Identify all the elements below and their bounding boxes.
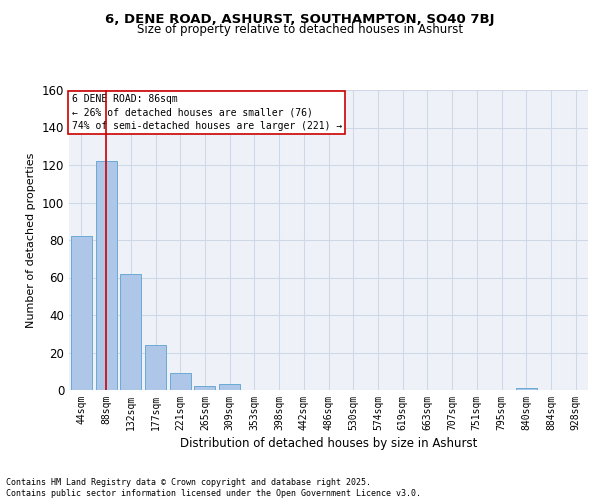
Bar (170, 373, 191, 390)
Bar (219, 384, 240, 390)
Y-axis label: Number of detached properties: Number of detached properties (26, 152, 36, 328)
Bar (516, 388, 537, 390)
Bar (95, 161, 116, 390)
Text: 6 DENE ROAD: 86sqm
← 26% of detached houses are smaller (76)
74% of semi-detache: 6 DENE ROAD: 86sqm ← 26% of detached hou… (71, 94, 342, 131)
Text: Size of property relative to detached houses in Ashurst: Size of property relative to detached ho… (137, 22, 463, 36)
Bar (194, 386, 215, 390)
Bar (145, 345, 166, 390)
Bar (120, 274, 141, 390)
X-axis label: Distribution of detached houses by size in Ashurst: Distribution of detached houses by size … (180, 437, 477, 450)
Text: Contains HM Land Registry data © Crown copyright and database right 2025.
Contai: Contains HM Land Registry data © Crown c… (6, 478, 421, 498)
Bar (71, 236, 92, 390)
Text: 6, DENE ROAD, ASHURST, SOUTHAMPTON, SO40 7BJ: 6, DENE ROAD, ASHURST, SOUTHAMPTON, SO40… (105, 12, 495, 26)
